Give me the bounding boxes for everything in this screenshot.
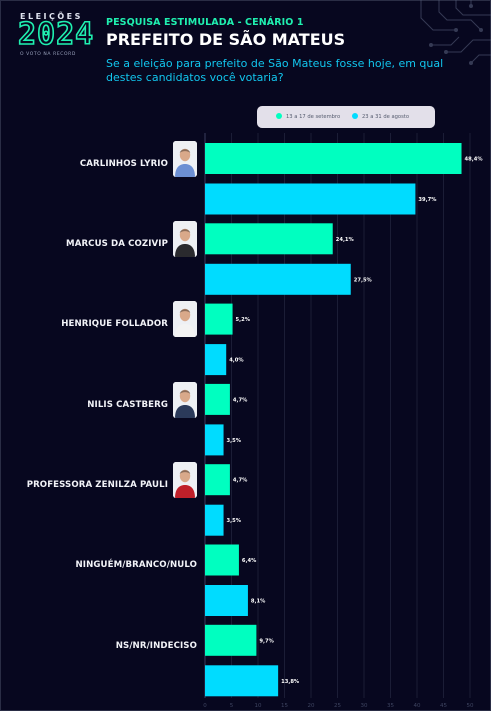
bar-agosto <box>205 183 416 215</box>
category-label: NS/NR/INDECISO <box>115 640 197 651</box>
bar-agosto <box>205 585 248 616</box>
person-icon <box>173 301 197 338</box>
candidate-photo <box>173 381 197 418</box>
x-tick-label: 40 <box>414 703 421 709</box>
data-label: 9,7% <box>259 638 274 644</box>
bar-setembro <box>205 143 462 174</box>
data-label: 48,4% <box>465 157 484 163</box>
person-icon <box>173 221 197 258</box>
data-label: 13,8% <box>281 679 300 685</box>
category-label: CARLINHOS LYRIO <box>79 158 168 169</box>
elections-logo: ELEIÇÕES 2024 O VOTO NA RECORD <box>17 12 100 57</box>
data-label: 27,5% <box>354 277 373 283</box>
candidate-photo <box>173 301 197 338</box>
person-icon <box>173 461 197 498</box>
category-label: NINGUÉM/BRANCO/NULO <box>75 560 197 571</box>
data-label: 4,0% <box>229 358 244 364</box>
data-label: 4,7% <box>233 478 248 484</box>
legend-label-setembro: 13 a 17 de setembro <box>286 114 341 120</box>
legend-item-setembro: 13 a 17 de setembro <box>276 113 340 120</box>
x-tick-label: 15 <box>281 703 288 709</box>
data-label: 39,7% <box>418 197 437 203</box>
person-icon <box>173 381 197 418</box>
logo-year: 2024 <box>17 17 95 53</box>
x-tick-label: 25 <box>334 703 341 709</box>
category-label: MARCUS DA COZIVIP <box>66 239 168 250</box>
legend-item-agosto: 23 a 31 de agosto <box>352 113 409 120</box>
logo-top-text: ELEIÇÕES <box>20 12 83 21</box>
data-label: 6,4% <box>242 558 257 564</box>
legend-swatch-setembro <box>276 113 282 119</box>
x-tick-label: 30 <box>361 703 368 709</box>
survey-kicker: PESQUISA ESTIMULADA - CENÁRIO 1 <box>106 17 304 28</box>
data-label: 24,1% <box>336 237 355 243</box>
logo-tagline: O VOTO NA RECORD <box>20 52 76 57</box>
bar-agosto <box>205 424 224 456</box>
candidate-photo <box>173 140 197 177</box>
bar-setembro <box>205 223 333 255</box>
x-tick-label: 5 <box>230 703 234 709</box>
bar-agosto <box>205 665 279 697</box>
category-label: HENRIQUE FOLLADOR <box>61 319 168 330</box>
bar-setembro <box>205 303 233 335</box>
data-label: 3,5% <box>227 518 242 524</box>
survey-question: Se a eleição para prefeito de São Mateus… <box>106 57 444 84</box>
circuit-decoration <box>420 0 491 65</box>
category-label: PROFESSORA ZENILZA PAULI <box>26 479 168 490</box>
bar-agosto <box>205 344 227 376</box>
bar-agosto <box>205 504 224 536</box>
bar-setembro <box>205 624 257 656</box>
category-label: NILIS CASTBERG <box>87 399 168 410</box>
candidate-photo <box>173 461 197 498</box>
x-tick-label: 0 <box>203 703 207 709</box>
page-title: PREFEITO DE SÃO MATEUS <box>106 30 346 49</box>
data-label: 4,7% <box>233 397 248 403</box>
bar-setembro <box>205 464 230 496</box>
x-tick-label: 50 <box>467 703 474 709</box>
chart-legend: 13 a 17 de setembro 23 a 31 de agosto <box>257 106 435 128</box>
x-tick-label: 35 <box>387 703 394 709</box>
data-label: 5,2% <box>236 317 251 323</box>
legend-label-agosto: 23 a 31 de agosto <box>362 114 410 120</box>
bar-agosto <box>205 263 351 295</box>
data-label: 3,5% <box>227 438 242 444</box>
candidate-photo <box>173 221 197 258</box>
bar-setembro <box>205 383 230 415</box>
x-tick-label: 20 <box>308 703 315 709</box>
person-icon <box>173 140 197 177</box>
x-tick-label: 10 <box>255 703 262 709</box>
bar-setembro <box>205 544 239 576</box>
data-label: 8,1% <box>251 599 266 605</box>
x-tick-label: 45 <box>440 703 447 709</box>
legend-swatch-agosto <box>352 113 358 119</box>
